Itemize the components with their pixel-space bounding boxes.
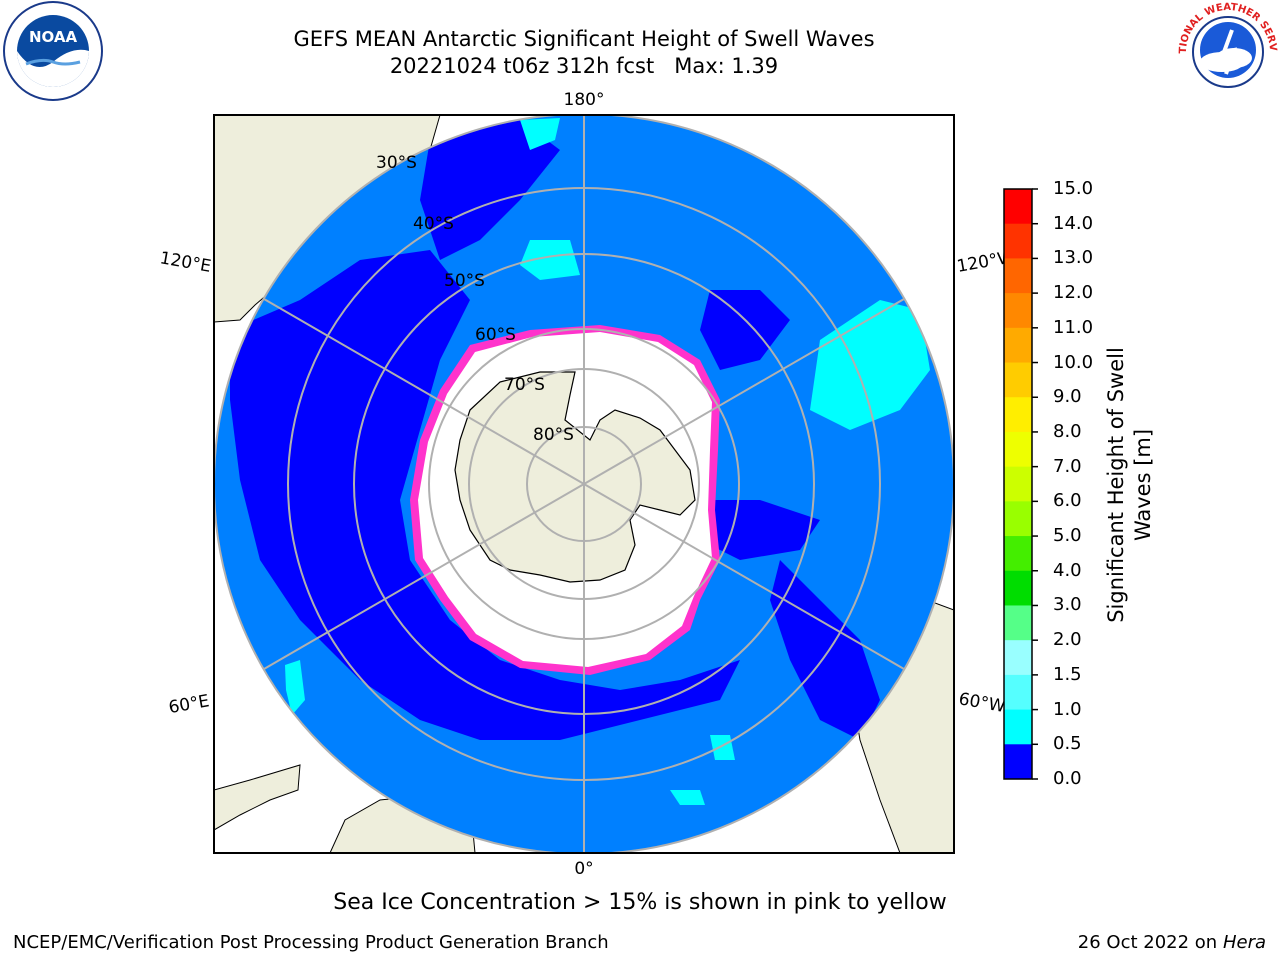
low-swell-east <box>700 290 790 370</box>
mid-swell-tasman <box>520 240 580 280</box>
colorbar-frame <box>1003 188 1033 780</box>
low-swell-indian <box>230 250 740 740</box>
colorbar-tick-label: 12.0 <box>1053 282 1094 304</box>
lon-label-bottom: 0° <box>574 859 593 879</box>
colorbar-bin <box>1004 466 1032 502</box>
footer-date-text: 26 Oct 2022 on <box>1077 932 1223 953</box>
colorbar-tick-label: 3.0 <box>1053 594 1082 616</box>
colorbar-bin <box>1004 258 1032 294</box>
colorbar-tick-label: 13.0 <box>1053 247 1094 269</box>
colorbar-tick-label: 0.0 <box>1053 768 1082 789</box>
colorbar-tick-label: 14.0 <box>1053 212 1094 234</box>
chart-subtitle: 20221024 t06z 312h fcst Max: 1.39 <box>389 54 779 78</box>
colorbar-bin <box>1004 397 1032 433</box>
colorbar-bin <box>1004 570 1032 606</box>
noaa-logo: NOAA <box>3 1 103 101</box>
colorbar-tick-label: 11.0 <box>1053 316 1094 338</box>
lat-label-80: 80°S <box>533 425 574 445</box>
chart-title: GEFS MEAN Antarctic Significant Height o… <box>293 27 875 51</box>
svg-text:NOAA: NOAA <box>29 28 78 46</box>
lon-label-lower-right: 60°W <box>957 689 1007 717</box>
africa-land <box>214 764 301 831</box>
sea-ice-caption: Sea Ice Concentration > 15% is shown in … <box>333 890 947 915</box>
low-swell-southeast <box>770 560 880 740</box>
lat-label-40: 40°S <box>413 214 454 234</box>
colorbar-bin <box>1004 501 1032 537</box>
colorbar-bin <box>1004 327 1032 364</box>
colorbar-bin <box>1004 223 1032 259</box>
colorbar-tick-label: 5.0 <box>1053 525 1082 547</box>
colorbar-tick-label: 0.5 <box>1053 733 1082 755</box>
colorbar-title: Significant Height of Swell Waves [m] <box>1104 347 1155 623</box>
colorbar-tick-label: 1.0 <box>1053 698 1082 720</box>
colorbar-bin <box>1004 709 1032 745</box>
colorbar-tick-label: 7.0 <box>1053 455 1082 477</box>
footer-machine: Hera <box>1222 932 1266 953</box>
antarctica-land <box>454 371 696 583</box>
lat-label-50: 50°S <box>444 271 485 291</box>
lon-label-lower-left: 60°E <box>167 691 211 718</box>
footer-date: 26 Oct 2022 on Hera <box>1078 932 1266 953</box>
colorbar-bin <box>1004 189 1032 225</box>
colorbar-tick-label: 10.0 <box>1053 351 1094 373</box>
colorbar-tick-label: 2.0 <box>1053 629 1082 651</box>
colorbar-bin <box>1004 293 1032 329</box>
colorbar-bin <box>1004 640 1032 676</box>
colorbar-bin <box>1004 362 1032 398</box>
footer-credit: NCEP/EMC/Verification Post Processing Pr… <box>13 932 609 953</box>
mid-swell-west <box>285 660 305 715</box>
mid-swell-east <box>810 300 930 430</box>
mid-swell-southeast <box>670 790 705 805</box>
colorbar-bin <box>1004 605 1032 641</box>
lon-label-top: 180° <box>564 90 605 110</box>
lat-label-60: 60°S <box>475 325 516 345</box>
colorbar-tick-label: 1.5 <box>1053 663 1082 685</box>
mid-swell-top <box>520 118 560 150</box>
colorbar-tick-label: 9.0 <box>1053 386 1082 408</box>
low-swell-drake <box>700 500 820 560</box>
colorbar-bin <box>1004 431 1032 468</box>
lat-label-70: 70°S <box>504 375 545 395</box>
colorbar-bin <box>1004 536 1032 572</box>
colorbar-bin <box>1004 674 1032 711</box>
low-swell-pacific <box>420 120 560 260</box>
nws-logo: NATIONAL WEATHER SERVICE <box>1176 0 1278 102</box>
colorbar-bin <box>1004 744 1032 780</box>
colorbar <box>1003 188 1038 780</box>
lat-label-30: 30°S <box>376 153 417 173</box>
colorbar-tick-label: 8.0 <box>1053 420 1082 442</box>
colorbar-tick-label: 15.0 <box>1053 178 1094 199</box>
colorbar-tick-label: 4.0 <box>1053 559 1082 581</box>
lon-label-upper-left: 120°E <box>158 248 212 277</box>
colorbar-tick-label: 6.0 <box>1053 490 1082 512</box>
